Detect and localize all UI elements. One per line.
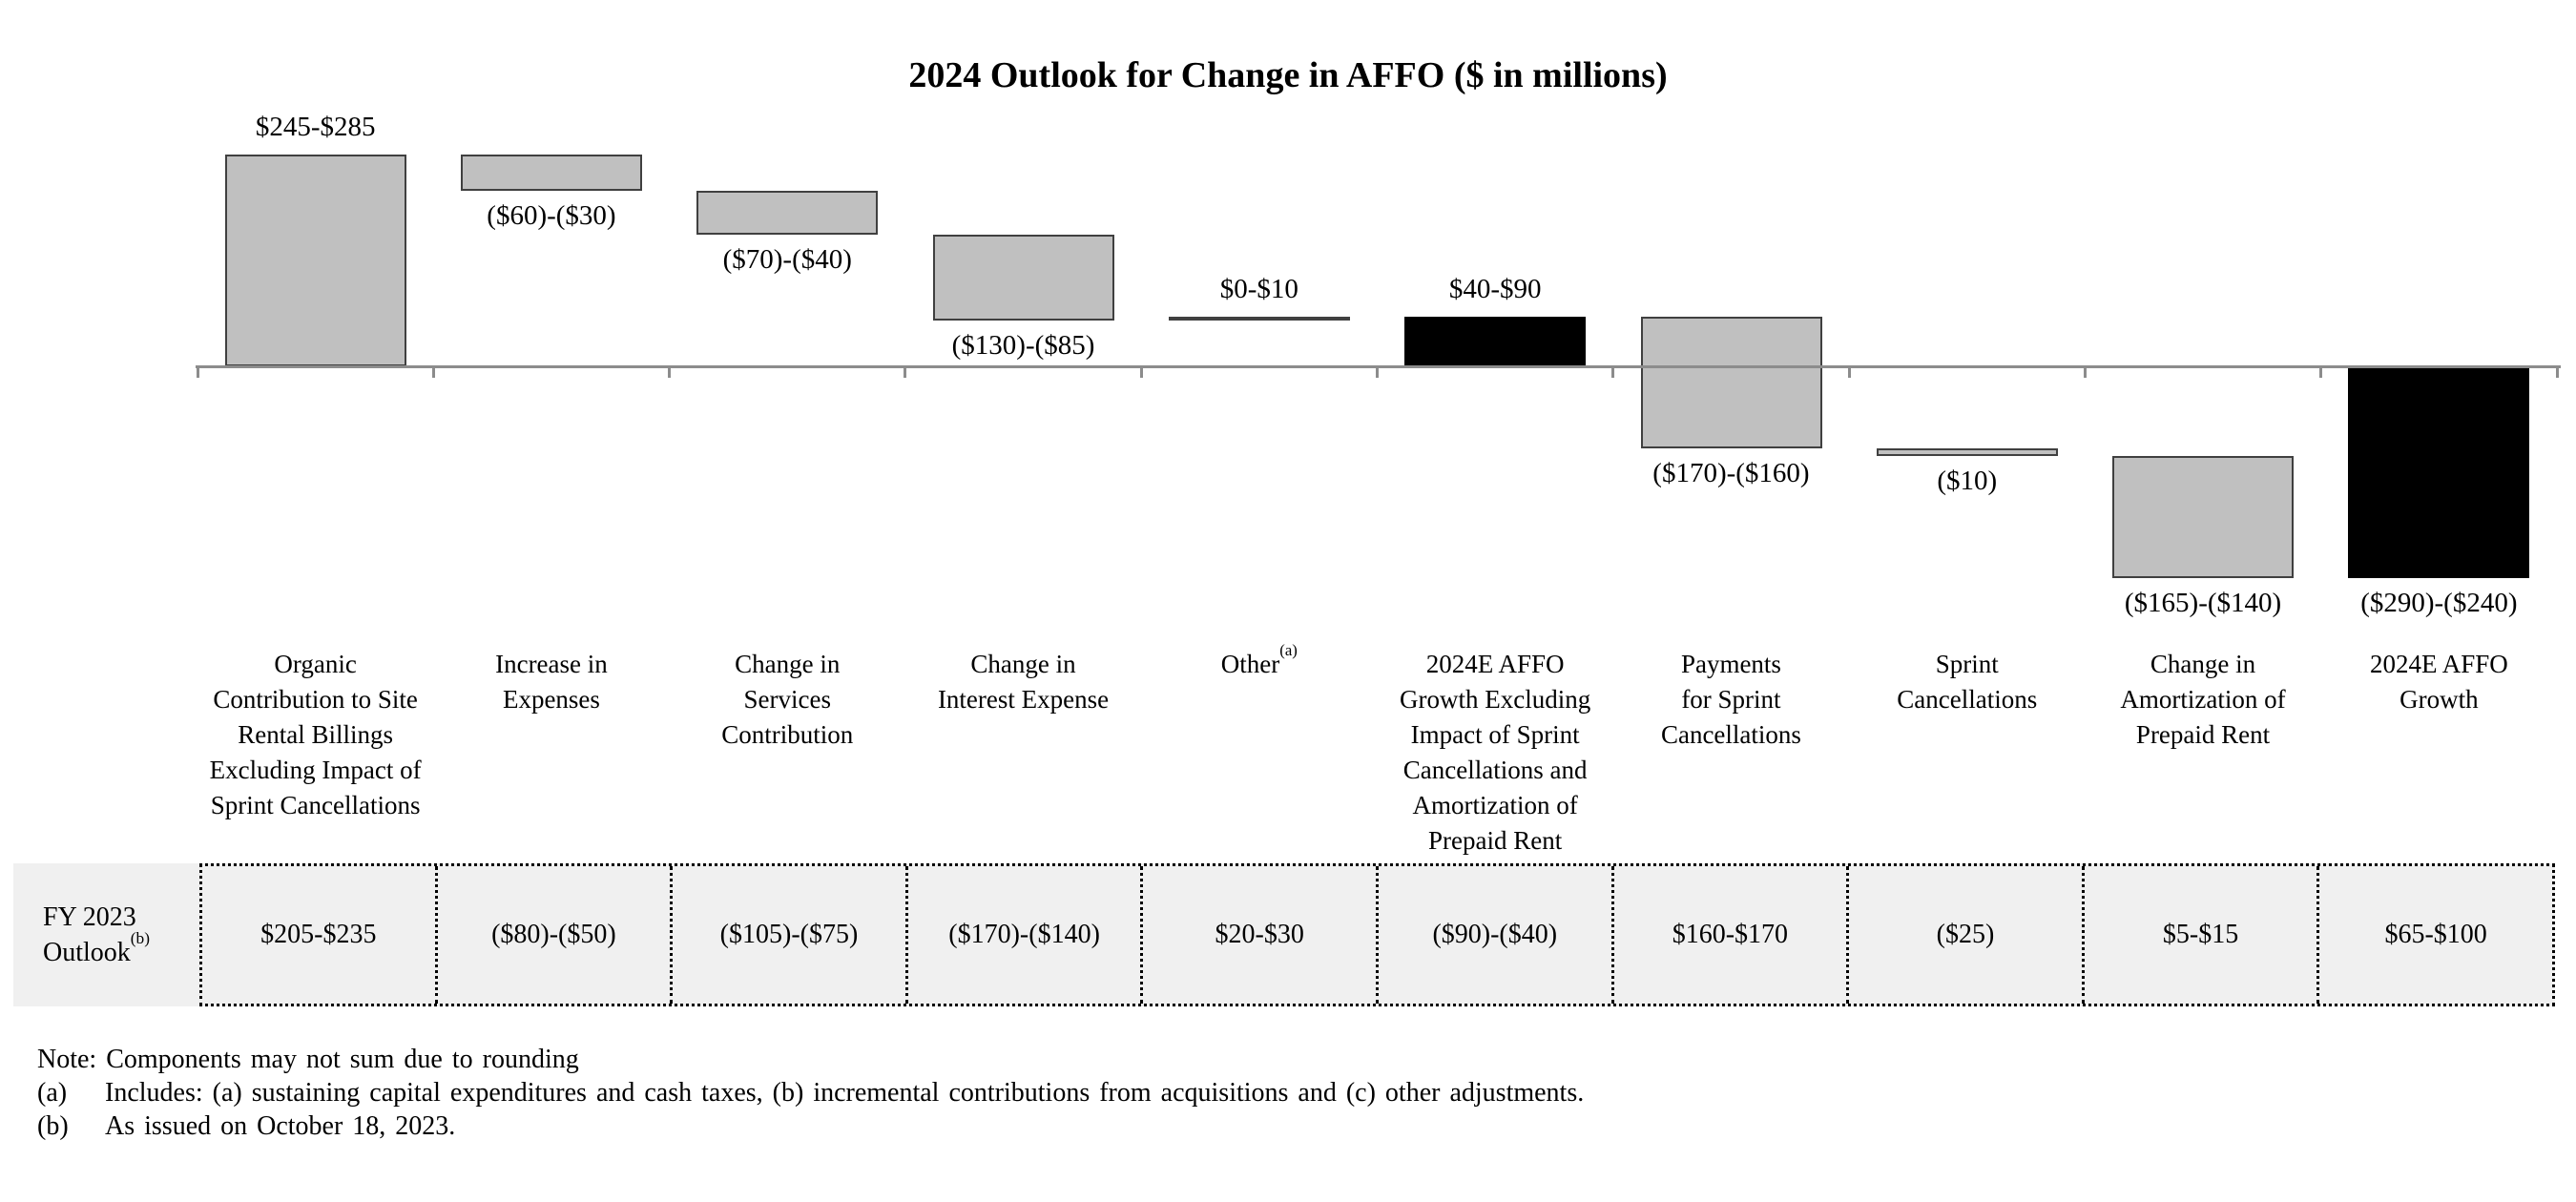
bar-value-label: ($170)-($160): [1652, 457, 1810, 488]
footnote-a-marker: (a): [37, 1078, 68, 1108]
waterfall-bar: [696, 190, 879, 235]
category-label: 2024E AFFO Growth Excluding Impact of Spri…: [1400, 650, 1591, 855]
category-label: Sprint Cancellations: [1897, 650, 2038, 714]
fy2023-values-table: $205-$235 ($80)-($50) ($105)-($75) ($170)-(…: [199, 863, 2555, 1006]
note-rounding: Note: Components may not sum due to roun…: [37, 1043, 1584, 1076]
category-label: Other(a): [1220, 641, 1298, 678]
axis-tick: [904, 367, 907, 378]
axis-tick: [2555, 367, 2559, 378]
category-label: Organic Contribution to Site Rental Billin…: [209, 650, 422, 819]
fy2023-cell: ($90)-($40): [1375, 866, 1611, 1004]
waterfall-bar: [1168, 316, 1350, 321]
waterfall-bar: [2112, 456, 2295, 579]
axis-tick: [196, 367, 199, 378]
footnote-a-superscript: (a): [1279, 641, 1298, 660]
fy2023-cell: $65-$100: [2316, 866, 2552, 1004]
bar-value-label: ($165)-($140): [2124, 588, 2282, 619]
category-label: Payments for Sprint Cancellations: [1660, 650, 1801, 749]
fy2023-row-label: FY 2023 Outlook(b): [13, 863, 199, 1006]
chart-title: 2024 Outlook for Change in AFFO ($ in mi…: [908, 55, 1668, 95]
category-label: Change in Services Contribution: [721, 650, 854, 749]
footnote-b: (b) As issued on October 18, 2023.: [37, 1109, 1584, 1143]
footnote-b-superscript: (b): [130, 928, 151, 947]
axis-tick: [2319, 367, 2323, 378]
category-label: Increase in Expenses: [495, 650, 608, 714]
axis-tick: [668, 367, 672, 378]
fy2023-cell: $20-$30: [1140, 866, 1376, 1004]
bar-value-label: $40-$90: [1448, 273, 1542, 304]
fy2023-cell: ($80)-($50): [434, 866, 671, 1004]
category-label: Change in Interest Expense: [937, 650, 1110, 714]
footnote-a: (a) Includes: (a) sustaining capital exp…: [37, 1076, 1584, 1109]
category-label: 2024E AFFO Growth: [2369, 650, 2508, 714]
bar-value-label: ($290)-($240): [2360, 588, 2518, 619]
fy2023-row-label-line1: FY 2023: [43, 902, 136, 932]
bar-value-label: ($70)-($40): [722, 243, 852, 275]
fy2023-row-label-line2: Outlook(b): [43, 928, 151, 967]
fy2023-cell: $160-$170: [1610, 866, 1847, 1004]
bar-value-label: ($60)-($30): [487, 199, 616, 231]
axis-tick: [1376, 367, 1379, 378]
bar-value-label: $245-$285: [255, 111, 376, 142]
fy2023-cell: ($105)-($75): [670, 866, 905, 1004]
waterfall-bar: [932, 234, 1114, 321]
bar-value-label: ($10): [1937, 466, 1998, 497]
axis-tick: [1139, 367, 1143, 378]
waterfall-bar: [1404, 316, 1587, 366]
waterfall-bar: [461, 154, 642, 191]
note-rounding-text: Note: Components may not sum due to roun…: [37, 1045, 579, 1074]
axis-tick: [431, 367, 435, 378]
bar-value-label: $0-$10: [1219, 273, 1298, 304]
bar-value-label: ($130)-($85): [951, 329, 1095, 361]
fy2023-cell: $5-$15: [2081, 866, 2317, 1004]
x-axis-line: [196, 365, 2561, 368]
waterfall-bar: [1876, 447, 2058, 457]
waterfall-bar: [2348, 366, 2530, 579]
footnote-b-marker: (b): [37, 1111, 69, 1141]
fy2023-cell: ($25): [1846, 866, 2082, 1004]
axis-tick: [2083, 367, 2087, 378]
footnote-a-text: Includes: (a) sustaining capital expendi…: [105, 1078, 1585, 1108]
axis-tick: [1847, 367, 1851, 378]
category-label: Change in Amortization of Prepaid Rent: [2120, 650, 2286, 749]
waterfall-bar: [224, 154, 406, 366]
fy2023-cell: ($170)-($140): [904, 866, 1141, 1004]
axis-tick: [1611, 367, 1615, 378]
fy2023-cell: $205-$235: [260, 920, 377, 949]
footnote-b-text: As issued on October 18, 2023.: [105, 1111, 456, 1141]
fy2023-outlook-band: FY 2023 Outlook(b) $205-$235 ($80)-($50)(…: [13, 863, 2555, 1006]
waterfall-bar: [1640, 316, 1822, 448]
footnotes: Note: Components may not sum due to roun…: [37, 1043, 1584, 1143]
